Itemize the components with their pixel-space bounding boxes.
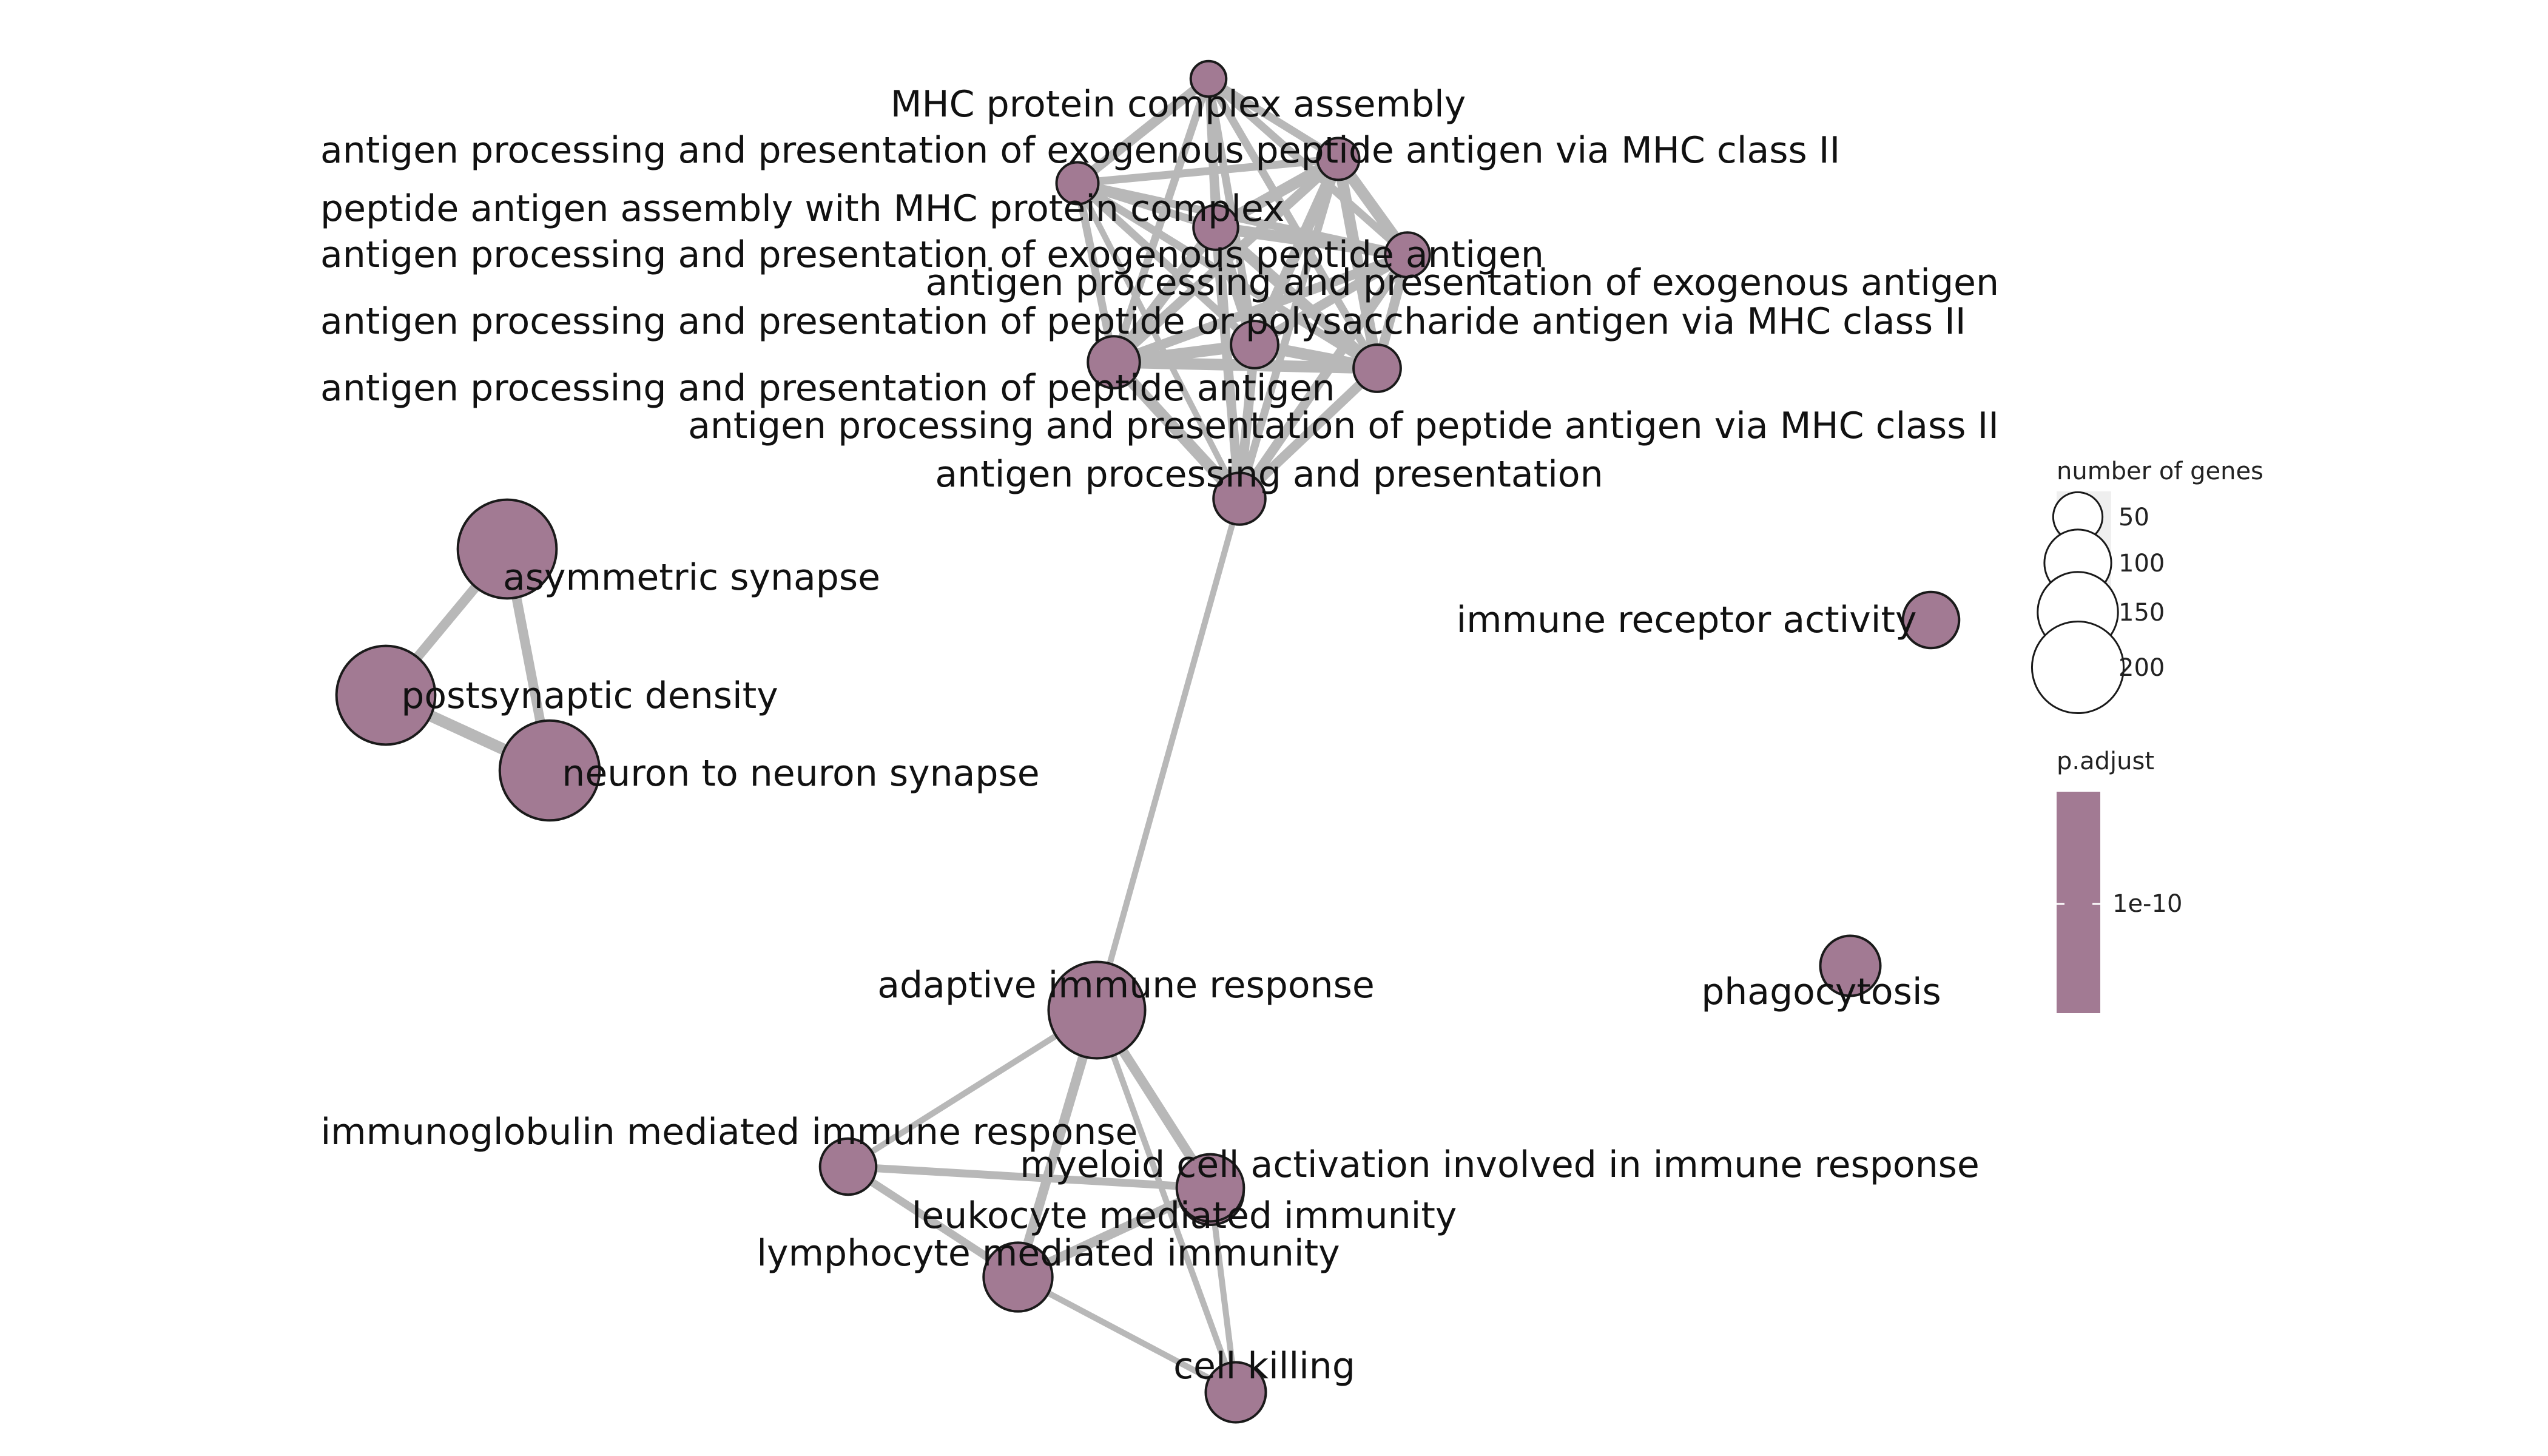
node-cell_killing[interactable] bbox=[1204, 1361, 1267, 1424]
edge-app_exo_pep-app_exo_antigen bbox=[1210, 221, 1414, 261]
edge-mhc_assembly-app_exo_pep_mhc2 bbox=[1204, 75, 1343, 163]
node-app_pep[interactable] bbox=[1087, 335, 1141, 389]
edge-app_exo_pep_mhc2-app_pep_mhc2 bbox=[1332, 153, 1383, 374]
node-ig_mediated[interactable] bbox=[818, 1137, 878, 1196]
node-adaptive[interactable] bbox=[1047, 960, 1147, 1060]
size-legend-label-100: 100 bbox=[2118, 550, 2165, 578]
edge-app_exo_pep-app_pep bbox=[1108, 221, 1222, 368]
node-label-app_exo_pep_mhc2: antigen processing and presentation of e… bbox=[320, 129, 1840, 172]
color-legend-bar bbox=[2057, 792, 2100, 1013]
node-psd[interactable] bbox=[335, 644, 437, 746]
node-label-app_exo_antigen: antigen processing and presentation of e… bbox=[925, 261, 1999, 304]
edge-ig_mediated-leukocyte bbox=[844, 1162, 1215, 1192]
node-label-cell_killing: cell killing bbox=[1173, 1345, 1355, 1387]
node-lymphocyte[interactable] bbox=[982, 1241, 1054, 1313]
size-legend-title: number of genes bbox=[2057, 457, 2263, 485]
node-label-adaptive: adaptive immune response bbox=[877, 964, 1375, 1006]
node-layer bbox=[335, 59, 1961, 1424]
edge-app_exo_pep_mhc2-pep_assembly_mhc bbox=[1073, 155, 1343, 187]
edge-mhc_assembly-app_pep bbox=[1110, 75, 1213, 366]
edge-pep_assembly_mhc-app_pep bbox=[1073, 179, 1118, 366]
node-label-mhc_assembly: MHC protein complex assembly bbox=[891, 83, 1466, 126]
node-phagocytosis[interactable] bbox=[1819, 934, 1882, 997]
node-label-myeloid: myeloid cell activation involved in immu… bbox=[1020, 1144, 1980, 1186]
node-label-phagocytosis: phagocytosis bbox=[1701, 971, 1941, 1013]
size-legend-label-200: 200 bbox=[2118, 654, 2165, 682]
edge-app_exo_antigen-app_pep bbox=[1109, 250, 1412, 367]
node-label-app_pep: antigen processing and presentation of p… bbox=[320, 367, 1335, 410]
edge-mhc_assembly-app_exo_antigen bbox=[1204, 75, 1412, 259]
color-legend-tick-label: 1e-10 bbox=[2112, 890, 2182, 918]
edge-app-adaptive bbox=[1094, 496, 1242, 1013]
edge-mhc_assembly-pep_assembly_mhc bbox=[1073, 74, 1213, 188]
edge-lymphocyte-cell_killing bbox=[1015, 1274, 1239, 1395]
node-app_exo_pep[interactable] bbox=[1192, 204, 1239, 251]
edge-mhc_assembly-app_pep_mhc2 bbox=[1204, 75, 1381, 372]
node-label-app_exo_pep: antigen processing and presentation of e… bbox=[320, 234, 1544, 276]
node-app_exo_pep_mhc2[interactable] bbox=[1316, 136, 1361, 181]
edge-app_exo_pep_mhc2-app_pep_poly_mhc2 bbox=[1249, 153, 1344, 351]
edge-app_pep-app bbox=[1108, 356, 1245, 505]
node-pep_assembly_mhc[interactable] bbox=[1055, 161, 1100, 206]
node-label-ig_mediated: immunoglobulin mediated immune response bbox=[321, 1111, 1138, 1153]
size-legend-label-50: 50 bbox=[2118, 504, 2149, 531]
edge-app_pep_mhc2-app bbox=[1235, 363, 1382, 504]
node-label-app_pep_poly_mhc2: antigen processing and presentation of p… bbox=[320, 300, 1966, 343]
node-mhc_assembly[interactable] bbox=[1189, 59, 1228, 98]
node-label-pep_assembly_mhc: peptide antigen assembly with MHC protei… bbox=[320, 187, 1284, 230]
node-leukocyte[interactable] bbox=[1175, 1153, 1245, 1223]
node-app_pep_poly_mhc2[interactable] bbox=[1230, 320, 1279, 369]
legend: number of genes 50 100 150 200 p.adjust 1e-… bbox=[2031, 457, 2263, 1013]
edge-app_exo_antigen-app_pep_poly_mhc2 bbox=[1250, 250, 1412, 349]
node-label-psd: postsynaptic density bbox=[401, 675, 778, 717]
node-app_exo_antigen[interactable] bbox=[1384, 231, 1431, 278]
node-immune_receptor[interactable] bbox=[1901, 590, 1961, 650]
size-legend-circle-200 bbox=[2031, 620, 2125, 715]
node-label-lymphocyte: lymphocyte mediated immunity bbox=[757, 1232, 1340, 1275]
node-label-leukocyte: leukocyte mediated immunity bbox=[912, 1195, 1457, 1237]
size-legend-keys: 50 100 150 200 bbox=[2031, 491, 2165, 715]
node-label-app: antigen processing and presentation bbox=[935, 453, 1603, 496]
edge-app_exo_antigen-app bbox=[1235, 250, 1412, 504]
node-label-asym_synapse: asymmetric synapse bbox=[503, 556, 880, 599]
node-n2n_synapse[interactable] bbox=[498, 719, 601, 822]
node-asym_synapse[interactable] bbox=[456, 498, 558, 600]
node-label-immune_receptor: immune receptor activity bbox=[1457, 599, 1917, 641]
node-app_pep_mhc2[interactable] bbox=[1352, 343, 1402, 393]
edge-adaptive-cell_killing bbox=[1094, 1007, 1239, 1395]
node-label-app_pep_mhc2: antigen processing and presentation of p… bbox=[688, 405, 1999, 447]
color-legend-title: p.adjust bbox=[2057, 747, 2154, 775]
node-app[interactable] bbox=[1212, 471, 1267, 526]
node-label-n2n_synapse: neuron to neuron synapse bbox=[562, 752, 1039, 795]
size-legend-label-150: 150 bbox=[2118, 599, 2165, 627]
